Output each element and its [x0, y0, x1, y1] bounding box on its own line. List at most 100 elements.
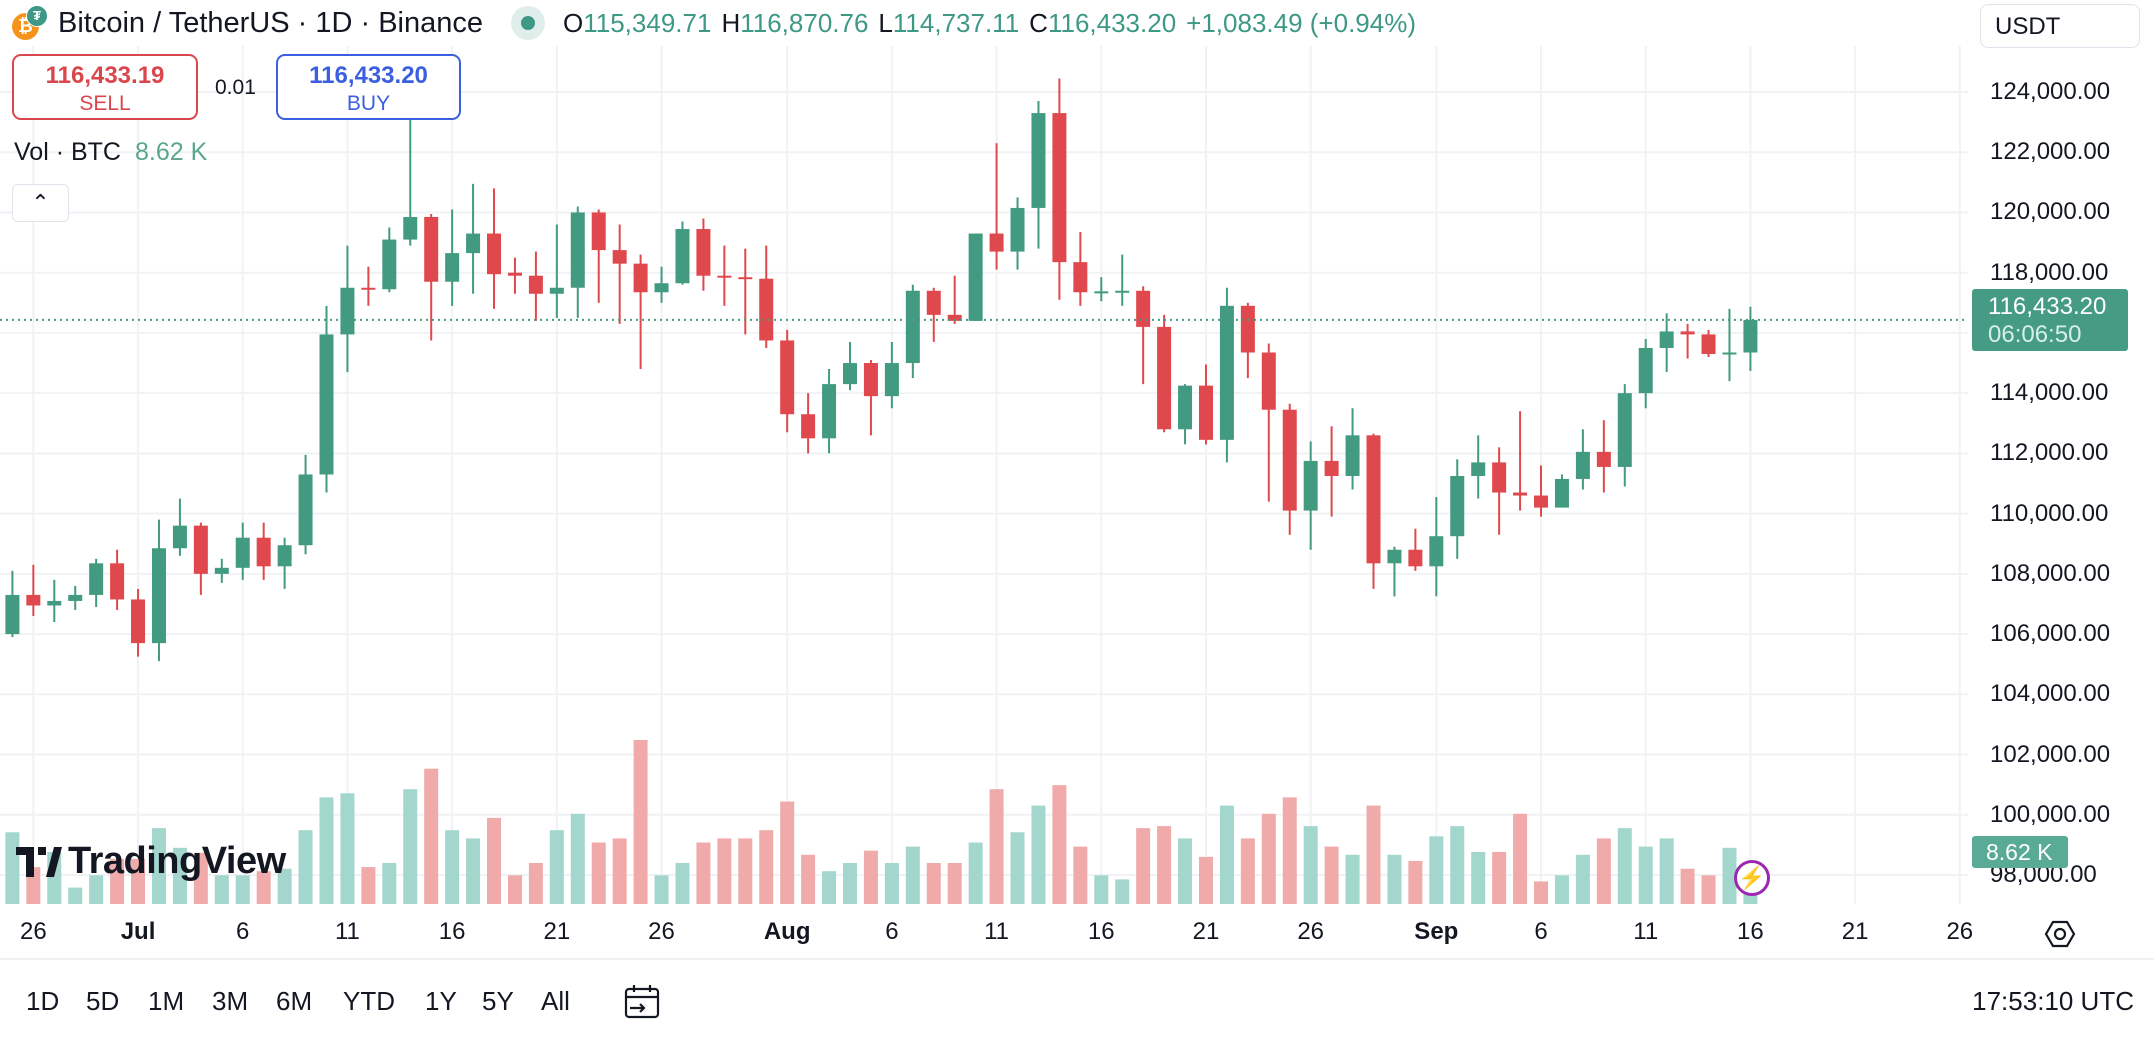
candle-body [612, 250, 627, 264]
candle-body [1596, 451, 1611, 467]
candle-body [26, 594, 41, 606]
candle [884, 341, 899, 409]
range-ytd[interactable]: YTD [343, 986, 395, 1016]
sell-label: SELL [79, 92, 131, 115]
tradingview-logo-text: TradingView [68, 840, 286, 882]
range-6m[interactable]: 6M [276, 986, 313, 1016]
candle-body [1345, 435, 1360, 476]
volume-bar [424, 768, 439, 904]
volume-legend-value: 8.62 K [134, 138, 208, 166]
candle [487, 188, 502, 309]
buy-button[interactable]: 116,433.20 BUY [276, 54, 461, 120]
volume-bar [822, 871, 837, 904]
candle [507, 257, 522, 294]
candle [1596, 420, 1611, 493]
range-1y[interactable]: 1Y [425, 986, 457, 1016]
currency-button[interactable]: USDT [1980, 4, 2140, 48]
current-price: 116,433.20 [1988, 292, 2107, 320]
candle-body [235, 537, 250, 568]
volume-bar [528, 863, 543, 904]
time-axis-label: Sep [1414, 918, 1459, 945]
volume-bar [926, 863, 941, 904]
candle [110, 549, 125, 610]
chevron-up-icon: ⌃ [31, 190, 50, 215]
candle-body [68, 594, 83, 601]
volume-bar [382, 863, 397, 904]
candle-body [466, 233, 481, 254]
candle-body [1617, 393, 1632, 467]
volume-bar [1471, 851, 1486, 904]
candlestick-chart[interactable] [0, 0, 1968, 958]
tradingview-logo[interactable]: TradingView [16, 840, 286, 883]
candle [947, 275, 962, 324]
volume-bar [110, 858, 125, 904]
volume-bar [780, 801, 795, 904]
settings-icon[interactable] [2044, 918, 2076, 950]
volume-bar [1052, 785, 1067, 904]
spread-value: 0.01 [215, 76, 256, 99]
range-3m[interactable]: 3M [212, 986, 249, 1016]
candle [633, 254, 648, 370]
candle-body [1429, 536, 1444, 567]
volume-bar [1136, 828, 1151, 904]
utc-clock[interactable]: 17:53:10 UTC [1972, 986, 2134, 1016]
candle-body [926, 290, 941, 315]
candle-body [1282, 409, 1297, 511]
symbol-header: ₿ ₮ Bitcoin / TetherUS · 1D · Binance O1… [0, 0, 1968, 46]
candle-body [1240, 305, 1255, 353]
candle-body [1513, 492, 1528, 496]
candle [1743, 306, 1758, 371]
candle [26, 564, 41, 617]
candle-body [89, 563, 104, 595]
candle [675, 221, 690, 285]
sell-button[interactable]: 116,433.19 SELL [12, 54, 198, 120]
date-range-calendar-icon[interactable] [622, 982, 662, 1022]
volume-bar [1554, 875, 1569, 904]
volume-bar [319, 797, 334, 904]
price-axis-label: 114,000.00 [1990, 379, 2109, 407]
candle [466, 183, 481, 294]
candle [1680, 323, 1695, 359]
candle [822, 369, 837, 454]
candle [47, 579, 62, 623]
volume-bar [1366, 805, 1381, 904]
volume-legend[interactable]: Vol · BTC 8.62 K [14, 138, 207, 167]
candle-body [1303, 460, 1318, 511]
time-axis-label: 6 [236, 918, 250, 945]
volume-bar [68, 887, 83, 904]
volume-bar [235, 875, 250, 904]
lightning-icon[interactable]: ⚡ [1734, 860, 1770, 896]
volume-bar [172, 847, 187, 904]
symbol-icon[interactable]: ₿ ₮ [12, 5, 48, 41]
collapse-legend-button[interactable]: ⌃ [12, 184, 69, 222]
candle-body [633, 263, 648, 293]
volume-bar [843, 863, 857, 904]
chart-grid [0, 46, 1968, 904]
time-axis-label: 21 [1192, 918, 1220, 945]
volume-bar [361, 867, 376, 904]
candle [905, 284, 920, 379]
candle [1324, 426, 1339, 517]
symbol-title[interactable]: Bitcoin / TetherUS · 1D · Binance [58, 6, 483, 39]
range-5y[interactable]: 5Y [482, 986, 514, 1016]
range-5d[interactable]: 5D [86, 986, 120, 1016]
candle [549, 224, 564, 318]
candle-body [696, 229, 711, 276]
candle-body [340, 287, 355, 335]
candle [1303, 441, 1318, 550]
range-all[interactable]: All [541, 986, 570, 1016]
candle [1659, 313, 1674, 373]
range-1m[interactable]: 1M [148, 986, 185, 1016]
volume-bar [1178, 838, 1193, 904]
volume-bar [1680, 868, 1695, 904]
volume-bar [738, 838, 753, 904]
price-candles [5, 78, 1758, 662]
candle [1450, 459, 1465, 559]
candle [1157, 314, 1172, 433]
volume-bar [947, 863, 962, 904]
candle-body [507, 272, 522, 276]
candle-body [570, 212, 585, 288]
price-axis-label: 106,000.00 [1990, 620, 2111, 648]
range-1d[interactable]: 1D [26, 986, 60, 1016]
candle-body [1471, 462, 1486, 476]
